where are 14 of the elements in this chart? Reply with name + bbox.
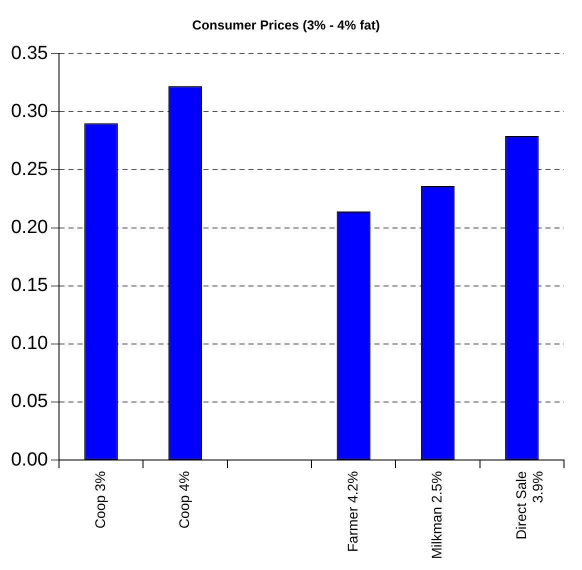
x-tick-label: Milkman 2.5%	[428, 471, 445, 560]
y-tick-label: 0.00	[10, 449, 48, 470]
y-tick-label: 0.35	[10, 42, 48, 64]
x-tick-label: Coop 3%	[92, 471, 108, 529]
y-tick-label: 0.15	[10, 275, 48, 296]
y-tick-label: 0.10	[10, 333, 48, 354]
y-tick-label: 0.30	[10, 100, 48, 122]
x-tick-label: Direct Sale 3.9%	[512, 470, 546, 540]
x-tick-label: Coop 4%	[176, 471, 192, 529]
y-tick-label: 0.05	[10, 391, 48, 412]
y-tick-label: 0.20	[10, 217, 48, 238]
chart-title: Consumer Prices (3% - 4% fat)	[192, 17, 380, 32]
x-tick-label: Farmer 4.2%	[344, 471, 360, 552]
y-tick-label: 0.25	[10, 158, 48, 180]
